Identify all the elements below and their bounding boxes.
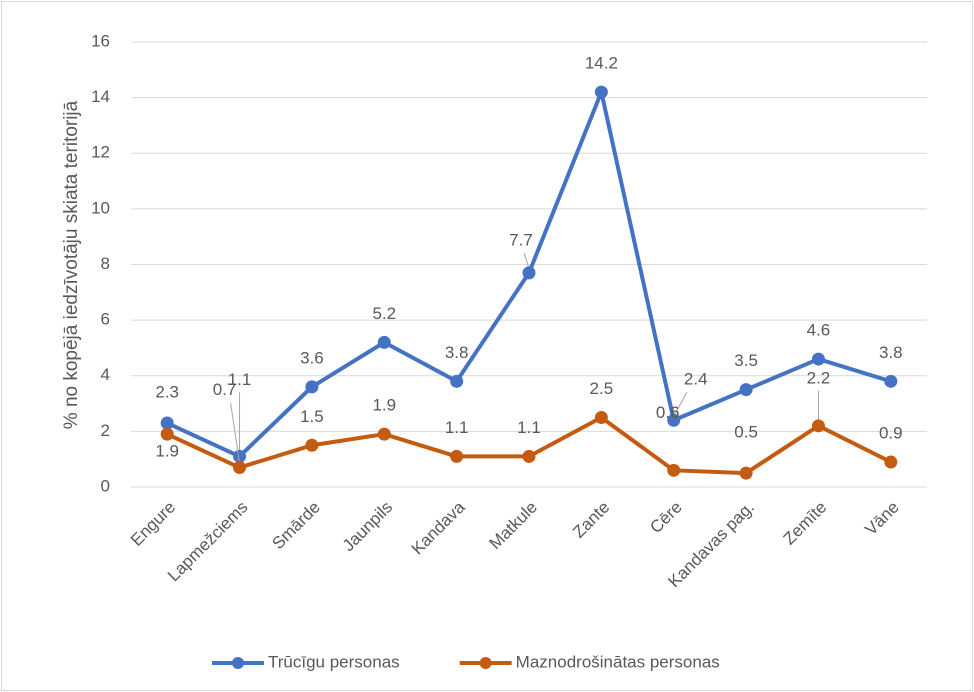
marker: [811, 352, 825, 366]
marker: [450, 449, 464, 463]
data-label: 4.6: [807, 321, 831, 340]
marker: [377, 427, 391, 441]
marker: [811, 419, 825, 433]
y-tick-label: 14: [91, 87, 110, 106]
data-label: 0.7: [213, 380, 237, 399]
data-label: 1.1: [228, 370, 252, 389]
y-tick-label: 16: [91, 31, 110, 50]
data-label: 2.2: [807, 368, 831, 387]
marker: [305, 438, 319, 452]
marker: [594, 85, 608, 99]
data-label: 1.9: [372, 396, 396, 415]
legend-label: Maznodrošinātas personas: [516, 652, 720, 671]
data-label: 1.9: [155, 442, 179, 461]
leader-line: [230, 402, 241, 464]
marker: [739, 466, 753, 480]
data-label: 1.1: [445, 418, 469, 437]
data-label: 0.9: [879, 423, 903, 442]
data-label: 3.8: [445, 343, 469, 362]
leader-line: [673, 392, 688, 417]
marker: [884, 374, 898, 388]
marker: [377, 335, 391, 349]
legend-marker: [232, 657, 244, 669]
marker: [667, 463, 681, 477]
legend-marker: [479, 657, 492, 669]
y-tick-label: 2: [101, 421, 110, 440]
marker: [305, 380, 319, 394]
y-axis-label: % no kopējā iedzīvotāju skiata teritorij…: [61, 100, 82, 429]
data-label: 5.2: [372, 304, 396, 323]
y-tick-label: 8: [101, 254, 110, 273]
legend-label: Trūcīgu personas: [268, 652, 400, 671]
marker: [667, 413, 681, 427]
data-label: 2.4: [684, 370, 708, 389]
marker: [160, 416, 174, 430]
data-label: 7.7: [509, 230, 533, 249]
data-label: 3.5: [734, 351, 758, 370]
marker: [160, 427, 174, 441]
y-tick-label: 6: [101, 310, 110, 329]
y-tick-label: 12: [91, 143, 110, 162]
data-label: 2.3: [155, 383, 179, 402]
y-tick-label: 0: [101, 476, 110, 495]
marker: [884, 455, 898, 469]
marker: [739, 383, 753, 397]
y-tick-label: 10: [91, 198, 110, 217]
marker: [522, 449, 536, 463]
marker: [233, 461, 247, 475]
data-label: 2.5: [590, 379, 614, 398]
data-label: 1.1: [517, 418, 541, 437]
y-tick-label: 4: [101, 365, 110, 384]
data-label: 14.2: [585, 54, 618, 73]
marker: [594, 410, 608, 424]
data-label: 1.5: [300, 407, 324, 426]
data-label: 3.8: [879, 343, 903, 362]
leader-line: [523, 252, 530, 269]
marker: [522, 266, 536, 280]
marker: [450, 374, 464, 388]
data-label: 0.5: [734, 423, 758, 442]
data-label: 0.6: [656, 403, 680, 422]
data-label: 3.6: [300, 348, 324, 367]
